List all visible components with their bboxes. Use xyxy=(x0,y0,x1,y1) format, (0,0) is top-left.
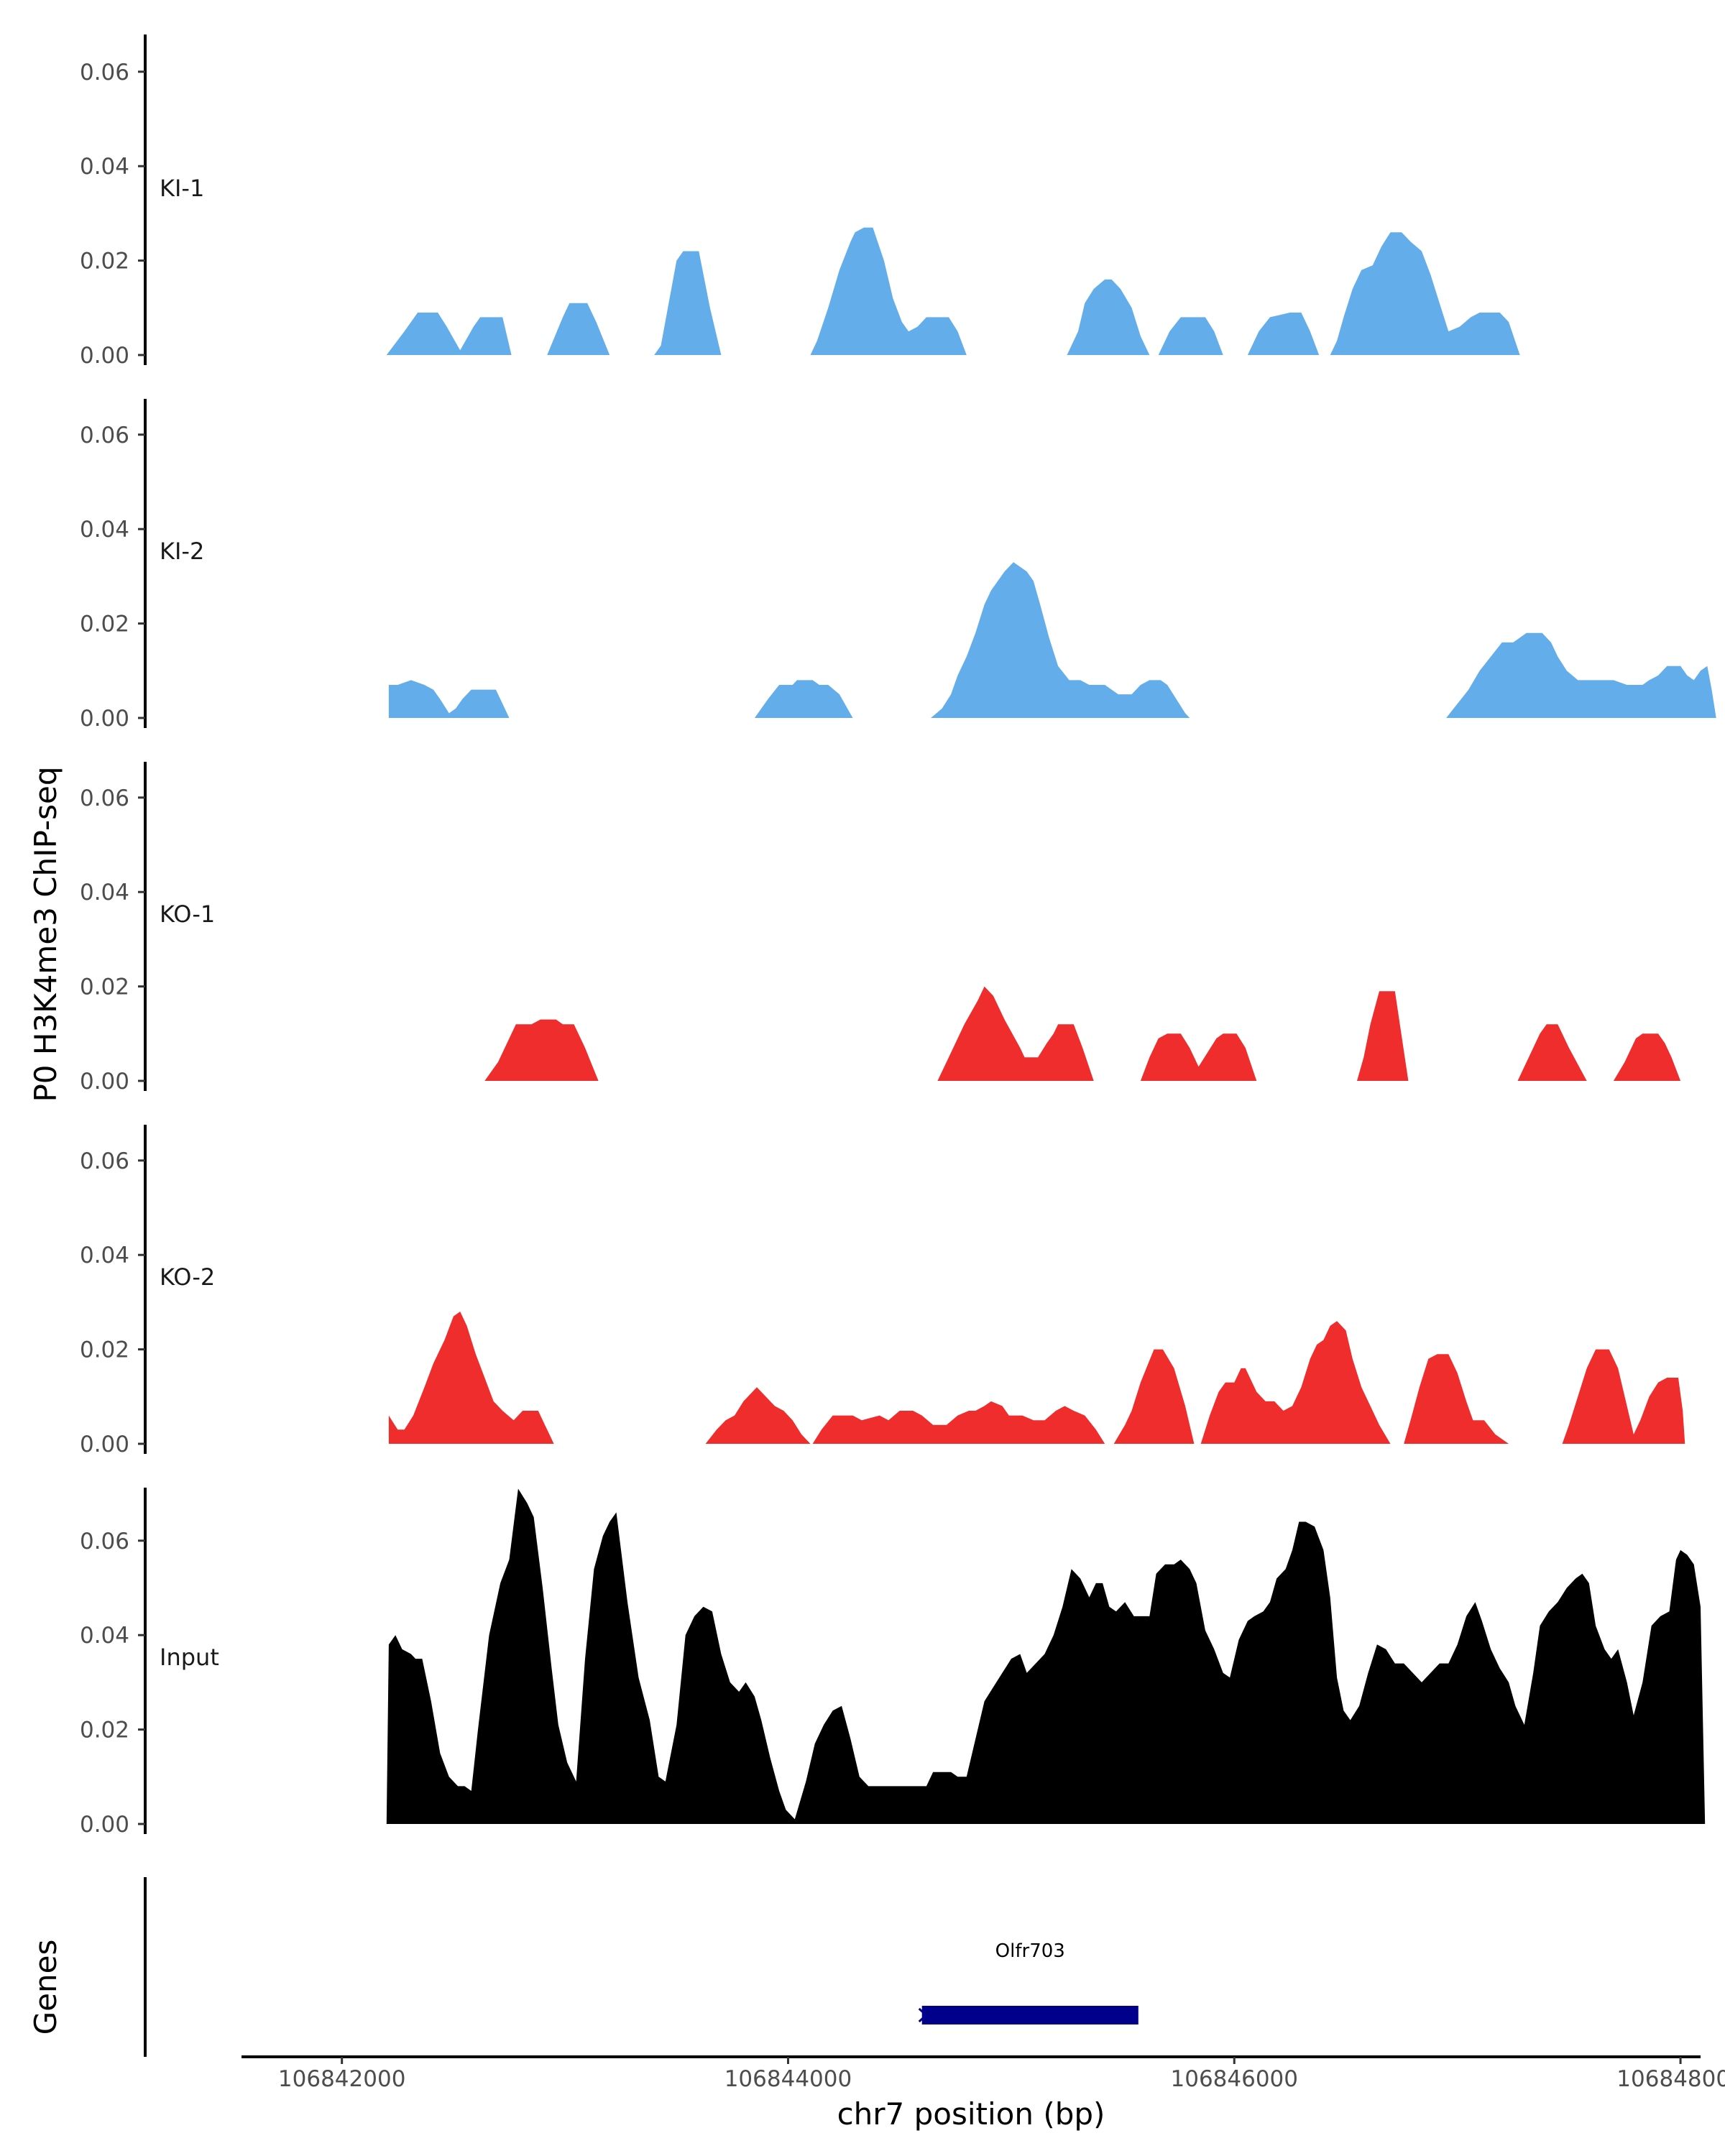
x-axis: 106842000 106844000 106846000 106848000 xyxy=(242,2055,1725,2092)
signal-area xyxy=(1067,279,1150,355)
signal-area xyxy=(1330,232,1520,355)
gene-label: Olfr703 xyxy=(995,1940,1065,1962)
x-axis-title: chr7 position (bp) xyxy=(837,2096,1105,2132)
track-ko-2: 0.00 0.02 0.04 0.06 KO-2 xyxy=(80,1125,1685,1457)
track-input: 0.00 0.02 0.04 0.06 Input xyxy=(80,1488,1706,1838)
track-label: KO-2 xyxy=(160,1263,215,1291)
y-tick-label: 0.00 xyxy=(80,1812,129,1838)
signal-area xyxy=(388,1312,554,1444)
track-label: KI-2 xyxy=(160,538,204,565)
signal-area xyxy=(547,303,610,355)
y-tick-label: 0.06 xyxy=(80,1529,129,1554)
signal-area xyxy=(386,312,512,355)
track-ki-1: 0.00 0.02 0.04 0.06 KI-1 xyxy=(80,34,1520,369)
signal-area xyxy=(812,1401,1105,1444)
signal-area xyxy=(1200,1321,1391,1444)
genes-axis-title: Genes xyxy=(28,1940,63,2035)
y-tick-label: 0.00 xyxy=(80,706,129,732)
track-label: KO-1 xyxy=(160,900,215,928)
y-tick-label: 0.02 xyxy=(80,1718,129,1743)
y-tick-label: 0.04 xyxy=(80,1243,129,1268)
x-tick-label: 106842000 xyxy=(278,2066,406,2092)
y-tick-label: 0.06 xyxy=(80,60,129,86)
signal-area xyxy=(1613,1033,1681,1081)
signal-area xyxy=(1158,317,1223,355)
signal-area xyxy=(654,251,722,355)
tracks-layer: 0.00 0.02 0.04 0.06 KI-1 0.00 0.02 0.04 0.06 KI-2… xyxy=(80,34,1716,1838)
track-label: KI-1 xyxy=(160,175,204,202)
signal-area xyxy=(1113,1349,1195,1444)
signal-area xyxy=(754,680,853,718)
track-ko-1: 0.00 0.02 0.04 0.06 KO-1 xyxy=(80,762,1681,1095)
y-tick-label: 0.04 xyxy=(80,1623,129,1649)
y-tick-label: 0.02 xyxy=(80,1337,129,1363)
y-tick-label: 0.02 xyxy=(80,975,129,1000)
signal-area xyxy=(705,1387,811,1444)
signal-area xyxy=(810,227,967,355)
signal-area xyxy=(1247,312,1320,355)
y-tick-label: 0.06 xyxy=(80,423,129,448)
y-tick-label: 0.06 xyxy=(80,786,129,811)
y-tick-label: 0.00 xyxy=(80,1069,129,1095)
signal-area xyxy=(1357,991,1409,1081)
gene-strand-arrow xyxy=(918,2007,928,2023)
y-tick-label: 0.04 xyxy=(80,517,129,543)
gene-body xyxy=(921,2006,1138,2024)
signal-area xyxy=(386,1488,1706,1824)
y-tick-label: 0.04 xyxy=(80,154,129,180)
signal-area xyxy=(931,562,1190,718)
signal-area xyxy=(1446,632,1716,718)
y-tick-label: 0.00 xyxy=(80,343,129,369)
y-axis-title: P0 H3K4me3 ChIP-seq xyxy=(28,766,63,1102)
signal-area xyxy=(484,1019,599,1081)
signal-area xyxy=(1517,1024,1587,1081)
y-tick-label: 0.00 xyxy=(80,1432,129,1457)
y-tick-label: 0.06 xyxy=(80,1148,129,1174)
y-tick-label: 0.02 xyxy=(80,249,129,275)
signal-area xyxy=(937,986,1094,1081)
x-tick-label: 106848000 xyxy=(1616,2066,1725,2092)
genes-panel: Olfr703 xyxy=(144,1877,1138,2057)
signal-area xyxy=(1404,1354,1509,1444)
signal-area xyxy=(388,680,510,718)
track-label: Input xyxy=(160,1644,219,1671)
y-tick-label: 0.04 xyxy=(80,880,129,906)
signal-area xyxy=(1562,1349,1685,1444)
track-ki-2: 0.00 0.02 0.04 0.06 KI-2 xyxy=(80,399,1716,732)
signal-area xyxy=(1140,1033,1257,1081)
x-tick-label: 106844000 xyxy=(724,2066,852,2092)
y-tick-label: 0.02 xyxy=(80,612,129,637)
x-tick-label: 106846000 xyxy=(1171,2066,1299,2092)
